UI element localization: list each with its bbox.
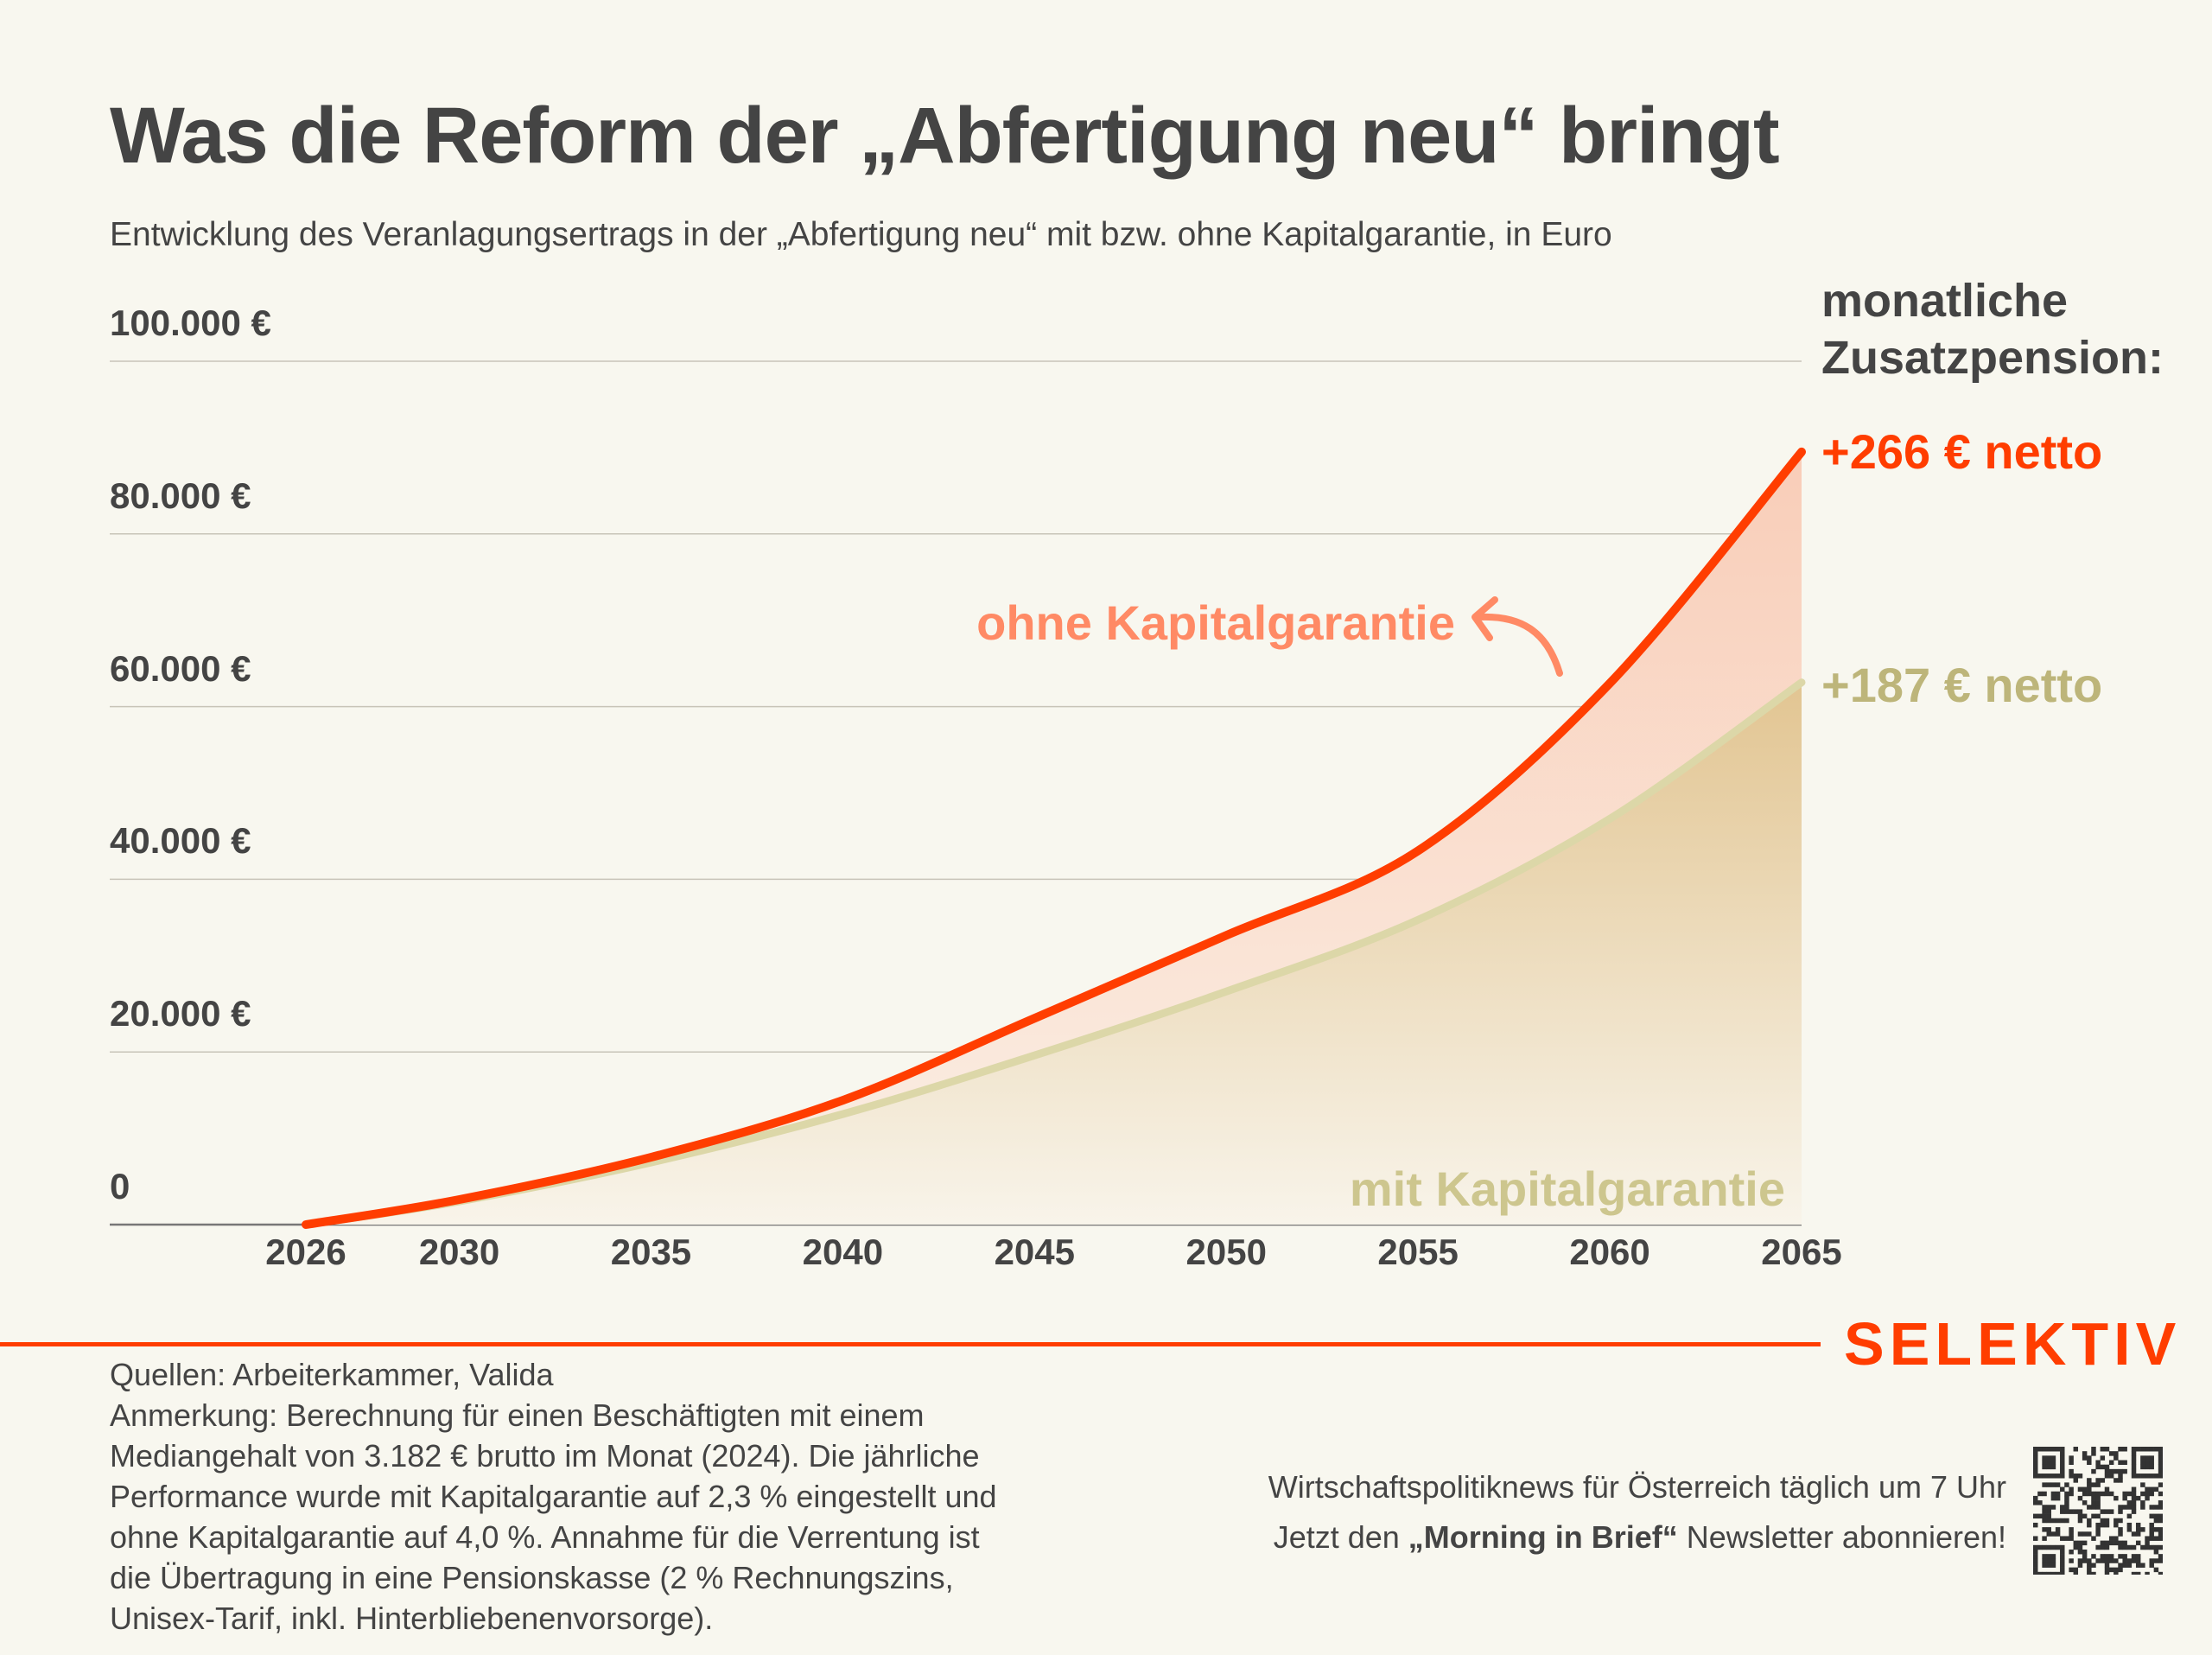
promo-pre: Jetzt den (1273, 1519, 1408, 1555)
footnote-line: Quellen: Arbeiterkammer, Valida (110, 1357, 554, 1392)
arrow-icon (1471, 596, 1563, 677)
footnote-line: die Übertragung in eine Pensionskasse (2… (110, 1560, 954, 1595)
mit-value-label: +187 € netto (1821, 658, 2103, 712)
y-tick-label: 20.000 € (110, 993, 251, 1034)
x-tick-label: 2060 (1569, 1232, 1650, 1272)
x-tick-label: 2055 (1377, 1232, 1459, 1272)
footnote-line: Performance wurde mit Kapitalgarantie au… (110, 1479, 997, 1514)
promo-line-1: Wirtschaftspolitiknews für Österreich tä… (1268, 1469, 2006, 1505)
series-label-ohne: ohne Kapitalgarantie (976, 595, 1455, 650)
footnote-line: ohne Kapitalgarantie auf 4,0 %. Annahme … (110, 1519, 980, 1555)
side-heading: monatliche Zusatzpension: (1821, 272, 2164, 386)
x-tick-label: 2026 (265, 1232, 346, 1272)
subtitle: Entwicklung des Veranlagungsertrags in d… (110, 216, 1612, 253)
newsletter-name: „Morning in Brief“ (1408, 1519, 1678, 1555)
area-mit-kapitalgarantie (306, 682, 1802, 1225)
qr-code-icon[interactable] (2033, 1447, 2163, 1575)
x-tick-label: 2045 (994, 1232, 1076, 1272)
promo-line-2[interactable]: Jetzt den „Morning in Brief“ Newsletter … (1274, 1519, 2006, 1556)
x-tick-label: 2065 (1761, 1232, 1842, 1272)
side-heading-line-1: monatliche (1821, 275, 2069, 327)
x-tick-label: 2040 (802, 1232, 884, 1272)
y-tick-label: 100.000 € (110, 302, 271, 343)
divider (0, 1342, 1821, 1346)
footnote-line: Anmerkung: Berechnung für einen Beschäft… (110, 1397, 925, 1433)
footnote-line: Unisex-Tarif, inkl. Hinterbliebenenvorso… (110, 1601, 714, 1636)
footnote-line: Mediangehalt von 3.182 € brutto im Monat… (110, 1438, 980, 1474)
line-ohne-kapitalgarantie (302, 447, 1806, 1229)
x-tick-label: 2050 (1185, 1232, 1267, 1272)
y-tick-label: 0 (110, 1166, 130, 1206)
promo-post: Newsletter abonnieren! (1677, 1519, 2006, 1555)
ohne-value-label: +266 € netto (1821, 424, 2103, 479)
x-tick-label: 2035 (610, 1232, 692, 1272)
brand-logo: SELEKTIV (1844, 1310, 2182, 1378)
y-tick-label: 60.000 € (110, 647, 251, 689)
x-tick-label: 2030 (418, 1232, 500, 1272)
side-heading-line-2: Zusatzpension: (1821, 332, 2164, 384)
series-label-mit: mit Kapitalgarantie (1349, 1162, 1785, 1216)
y-tick-label: 40.000 € (110, 820, 251, 862)
page-title: Was die Reform der „Abfertigung neu“ bri… (110, 92, 1780, 180)
y-tick-label: 80.000 € (110, 474, 251, 516)
